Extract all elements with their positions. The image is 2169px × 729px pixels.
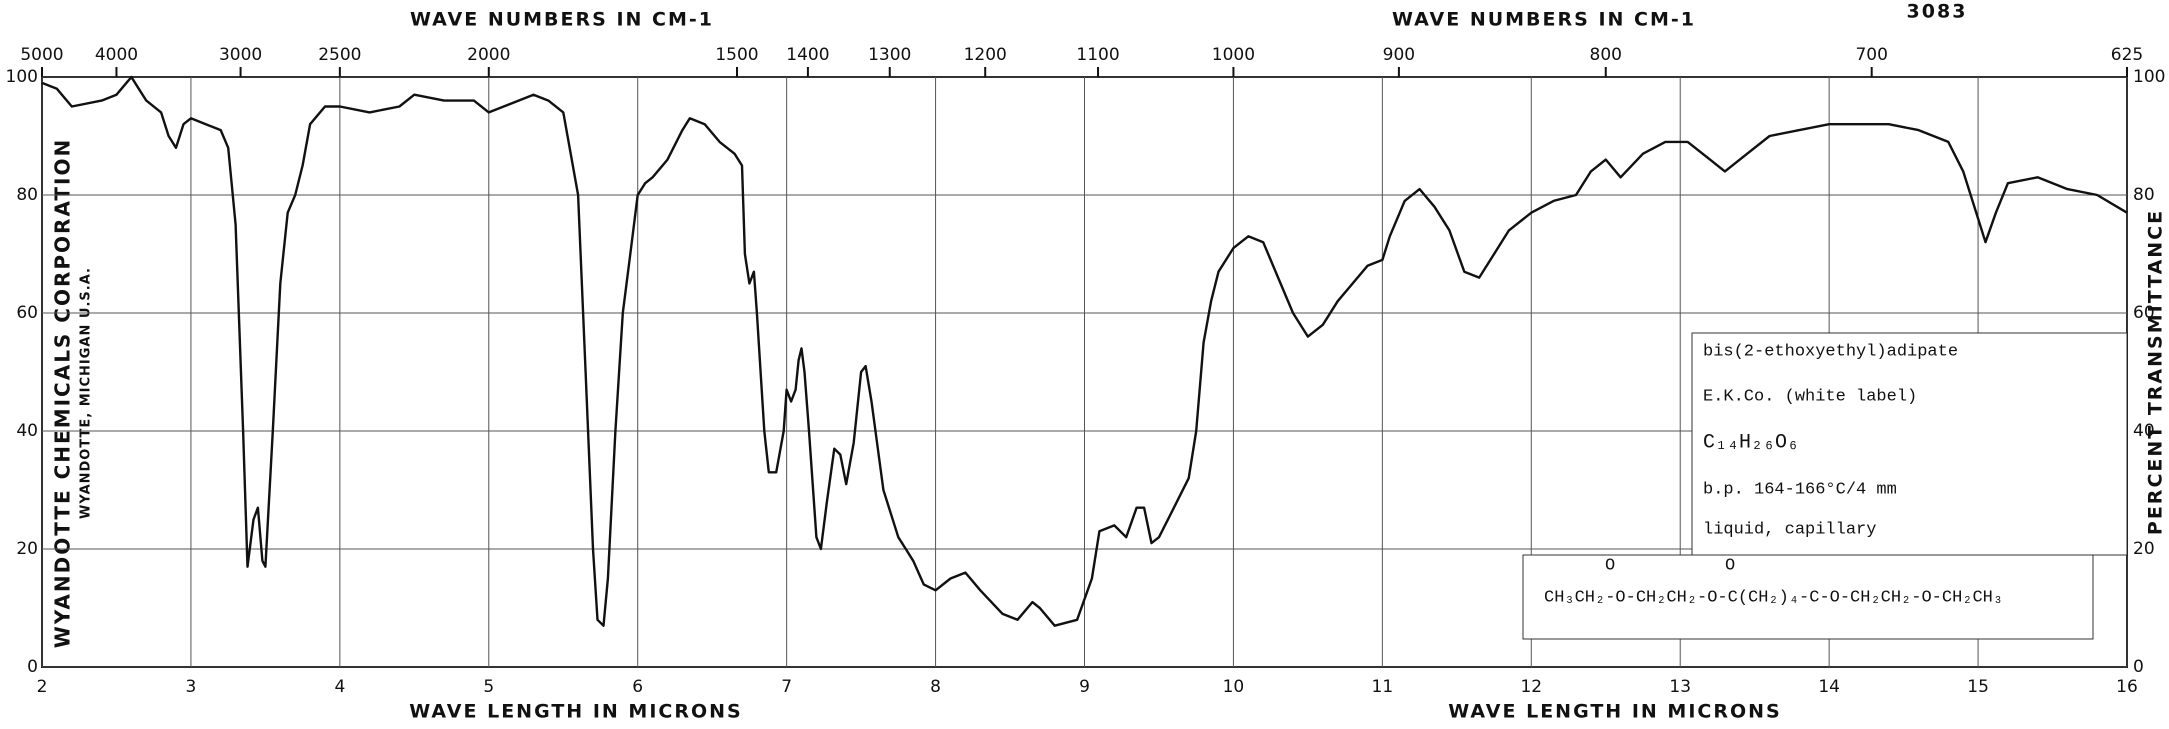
y-tick-label: 60 [16, 303, 38, 323]
x-tick-label: 2 [37, 677, 48, 697]
formula-oxygen: O [1605, 556, 1615, 575]
y-tick-label: 40 [16, 421, 38, 441]
y-tick-label: 20 [16, 539, 38, 559]
x-tick-label: 8 [930, 677, 941, 697]
x-axis-title: WAVE LENGTH IN MICRONS [1448, 701, 1781, 723]
y-tick-label: 0 [27, 657, 38, 677]
y-tick-label: 0 [2133, 657, 2144, 677]
x-tick-label: 13 [1669, 677, 1691, 697]
top-tick-label: 1100 [1076, 45, 1119, 65]
y-tick-label: 60 [2133, 303, 2155, 323]
formula-box [1522, 554, 2094, 640]
x-tick-label: 11 [1372, 677, 1394, 697]
annotation: C₁₄H₂₆O₆ [1703, 431, 1799, 454]
x-axis-title: WAVE LENGTH IN MICRONS [409, 701, 742, 723]
top-tick-label: 2500 [318, 45, 361, 65]
x-tick-label: 3 [186, 677, 197, 697]
top-tick-label: 700 [1855, 45, 1887, 65]
y-tick-label: 100 [2133, 67, 2165, 87]
x-tick-label: 6 [632, 677, 643, 697]
formula: CH₃CH₂-O-CH₂CH₂-O-C(CH₂)₄-C-O-CH₂CH₂-O-C… [1544, 588, 2003, 607]
top-axis-title: WAVE NUMBERS IN CM-1 [410, 9, 714, 31]
annotation: bis(2-ethoxyethyl)adipate [1703, 342, 1958, 361]
x-tick-label: 12 [1520, 677, 1542, 697]
spectrum-line [41, 75, 2128, 627]
x-tick-label: 9 [1079, 677, 1090, 697]
annotation: liquid, capillary [1703, 520, 1876, 539]
top-tick-label: 625 [2111, 45, 2143, 65]
top-tick-label: 3000 [219, 45, 262, 65]
x-tick-label: 7 [781, 677, 792, 697]
y-tick-label: 100 [6, 67, 38, 87]
y-tick-label: 20 [2133, 539, 2155, 559]
annotation: b.p. 164-166°C/4 mm [1703, 480, 1897, 499]
top-tick-label: 1400 [786, 45, 829, 65]
annotation: E.K.Co. (white label) [1703, 387, 1917, 406]
formula-oxygen: O [1725, 556, 1735, 575]
x-tick-label: 4 [334, 677, 345, 697]
y-tick-label: 80 [16, 185, 38, 205]
x-tick-label: 5 [483, 677, 494, 697]
top-tick-label: 1300 [868, 45, 911, 65]
top-axis-title: WAVE NUMBERS IN CM-1 [1392, 9, 1696, 31]
x-tick-label: 15 [1967, 677, 1989, 697]
top-tick-label: 5000 [20, 45, 63, 65]
top-tick-label: 1000 [1212, 45, 1255, 65]
serial-number: 3083 [1907, 1, 1968, 23]
top-tick-label: 1200 [964, 45, 1007, 65]
y-tick-label: 80 [2133, 185, 2155, 205]
top-tick-label: 800 [1590, 45, 1622, 65]
annotation-box [1691, 332, 2128, 556]
top-tick-label: 4000 [95, 45, 138, 65]
x-tick-label: 16 [2116, 677, 2138, 697]
company-location: WYANDOTTE, MICHIGAN U.S.A. [79, 267, 94, 519]
top-tick-label: 1500 [715, 45, 758, 65]
y-axis-title: PERCENT TRANSMITTANCE [2145, 209, 2167, 535]
x-tick-label: 10 [1223, 677, 1245, 697]
y-tick-label: 40 [2133, 421, 2155, 441]
top-tick-label: 2000 [467, 45, 510, 65]
x-tick-label: 14 [1818, 677, 1840, 697]
top-tick-label: 900 [1383, 45, 1415, 65]
company-name: WYANDOTTE CHEMICALS CORPORATION [51, 138, 75, 648]
